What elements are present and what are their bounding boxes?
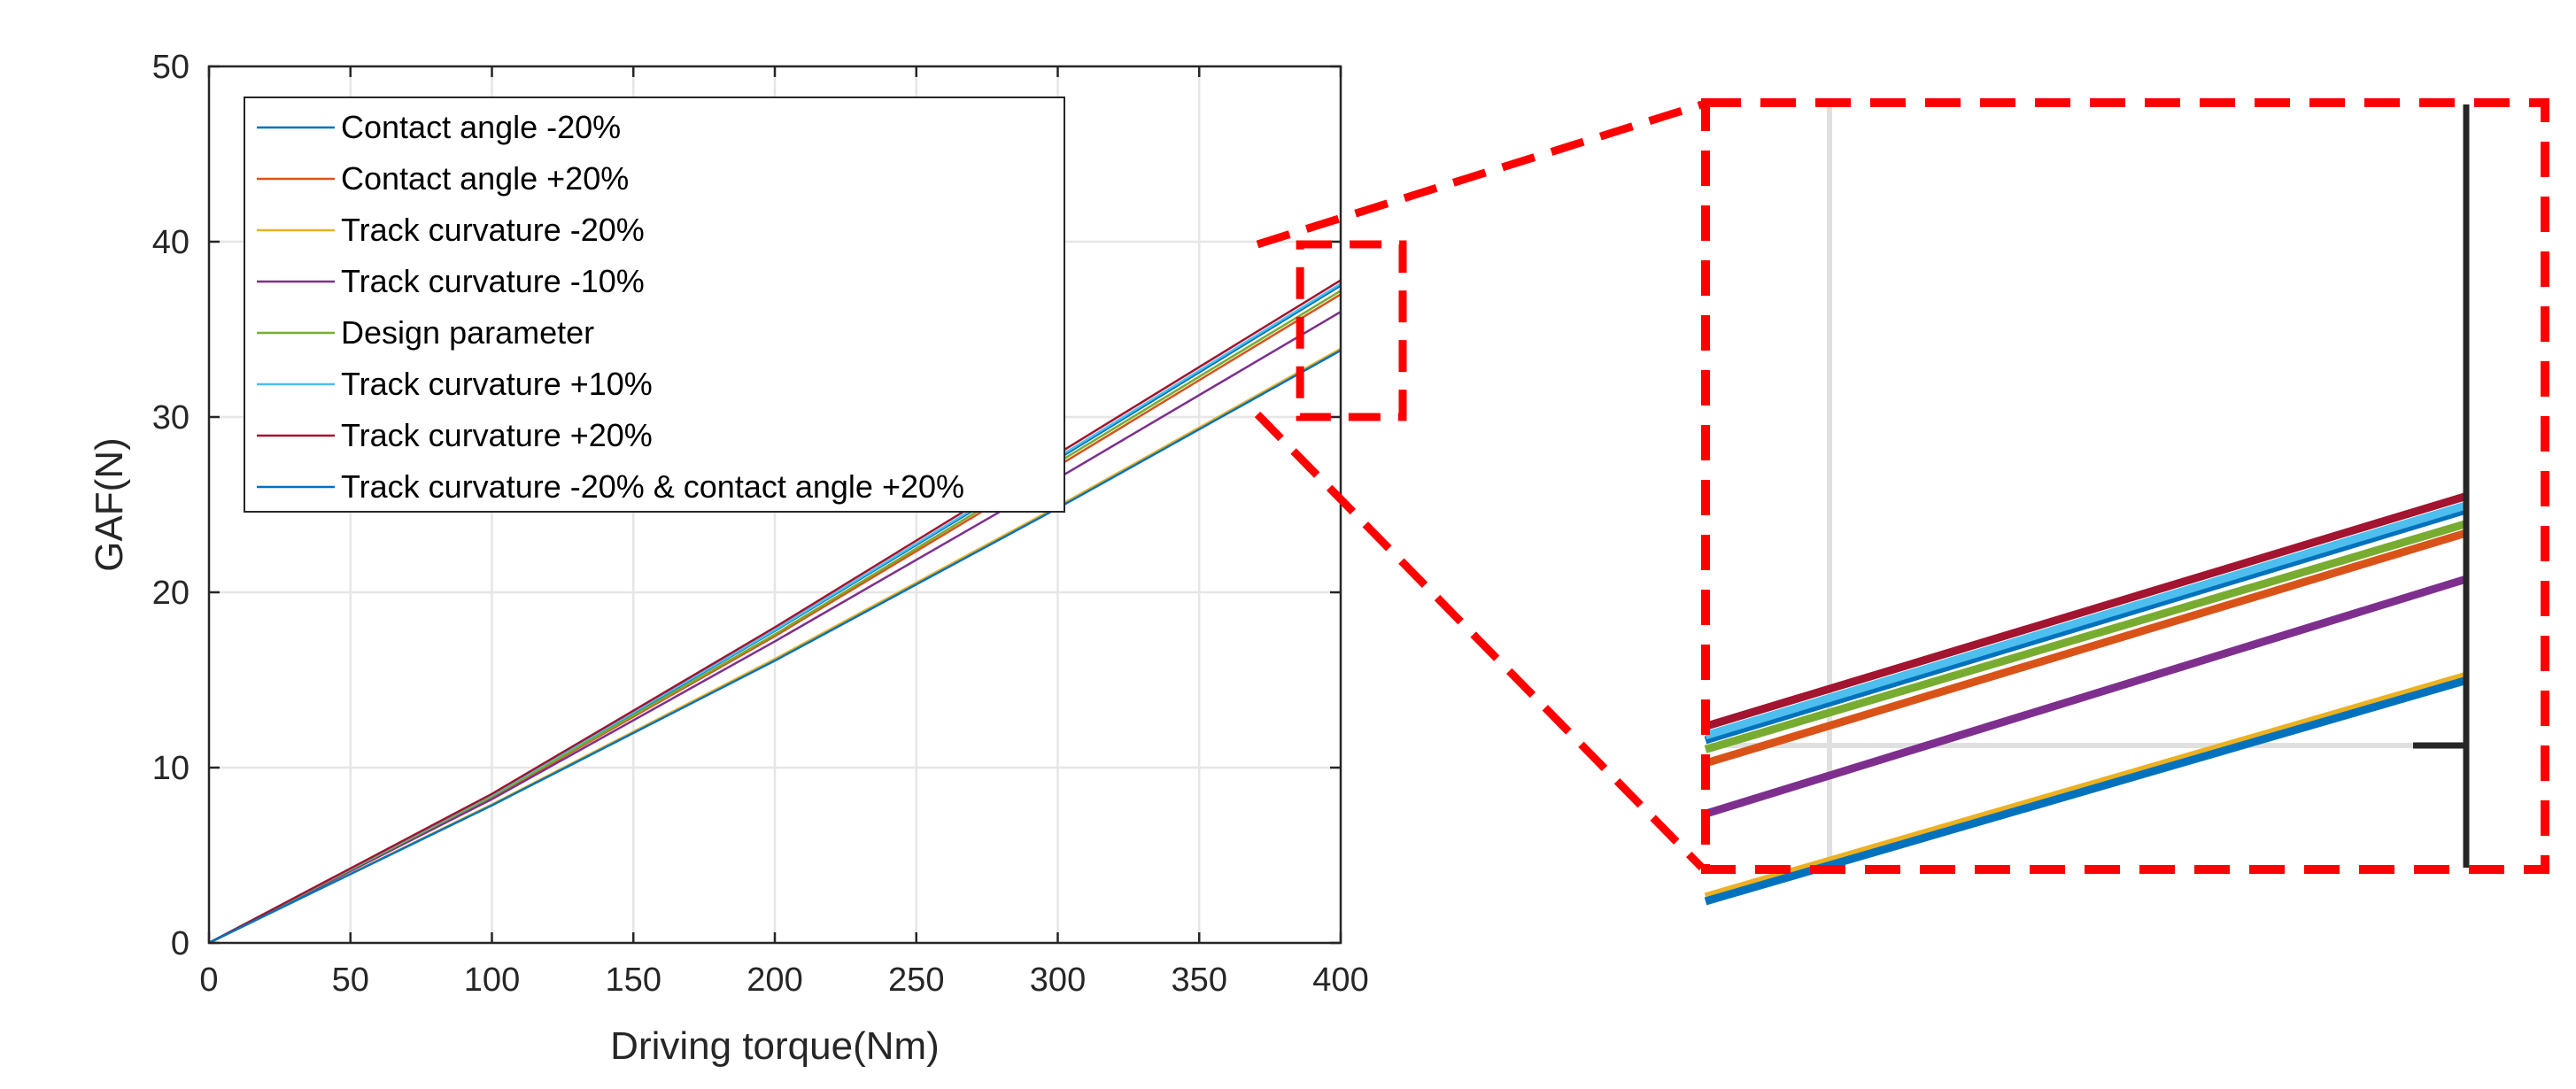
inset-series-line-7 (1704, 492, 2468, 730)
x-tick-label: 100 (464, 962, 520, 999)
legend-label: Track curvature -20% & contact angle +20… (341, 468, 964, 505)
connector-bottom (1254, 411, 1706, 871)
connector-top (1256, 100, 1704, 249)
legend-label: Contact angle +20% (341, 160, 629, 197)
x-tick-label: 200 (746, 962, 802, 999)
x-tick-label: 50 (332, 962, 369, 999)
x-tick-label: 250 (888, 962, 944, 999)
series-lines (208, 279, 1342, 945)
inset-frame (1701, 98, 2549, 874)
x-axis-title: Driving torque(Nm) (610, 1024, 940, 1068)
zoom-inset (1701, 98, 2549, 906)
zoom-region-box (1296, 240, 1407, 421)
y-tick-label: 0 (171, 925, 190, 962)
legend-label: Track curvature +10% (341, 366, 653, 402)
y-axis-title: GAF(N) (88, 437, 131, 572)
y-tick-label: 20 (152, 575, 190, 612)
inset-series-line-6 (1704, 501, 2468, 740)
x-tick-label: 350 (1172, 962, 1227, 999)
legend-items: Contact angle -20% Contact angle +20% Trac… (257, 109, 964, 505)
inset-series-line-3 (1704, 671, 2468, 901)
y-tick-label: 40 (152, 224, 190, 261)
x-tick-label: 0 (199, 962, 218, 999)
legend-label: Track curvature -10% (341, 263, 645, 299)
axis-ticks: 0 50 100 150 200 250 300 350 400 0 10 20 30 40 50 (152, 49, 1369, 999)
legend-box (244, 97, 1065, 513)
x-tick-label: 300 (1030, 962, 1086, 999)
y-tick-label: 10 (152, 750, 190, 787)
y-tick-label: 50 (152, 49, 190, 86)
series-line-7 (208, 279, 1342, 945)
inset-series-line-4 (1704, 575, 2468, 818)
series-line-4 (208, 311, 1342, 945)
zoom-connector-lines (1254, 100, 1706, 871)
y-tick-label: 30 (152, 399, 190, 436)
inset-series-lines (1704, 492, 2468, 906)
inset-series-line-1 (1704, 506, 2468, 745)
legend-label: Track curvature +20% (341, 417, 653, 453)
legend-label: Design parameter (341, 314, 594, 351)
x-tick-label: 150 (606, 962, 661, 999)
legend-label: Contact angle -20% (341, 109, 621, 145)
x-tick-label: 400 (1312, 962, 1368, 999)
inset-series-line-8 (1704, 676, 2468, 906)
inset-series-line-5 (1704, 520, 2468, 753)
inset-axis (2413, 104, 2470, 868)
series-line-8 (208, 349, 1342, 945)
inset-grid-lines (1706, 104, 2466, 868)
legend: Contact angle -20% Contact angle +20% Trac… (244, 97, 1065, 513)
zoom-box-rect (1296, 240, 1407, 421)
inset-series-line-2 (1704, 529, 2468, 768)
legend-label: Track curvature -20% (341, 212, 645, 248)
